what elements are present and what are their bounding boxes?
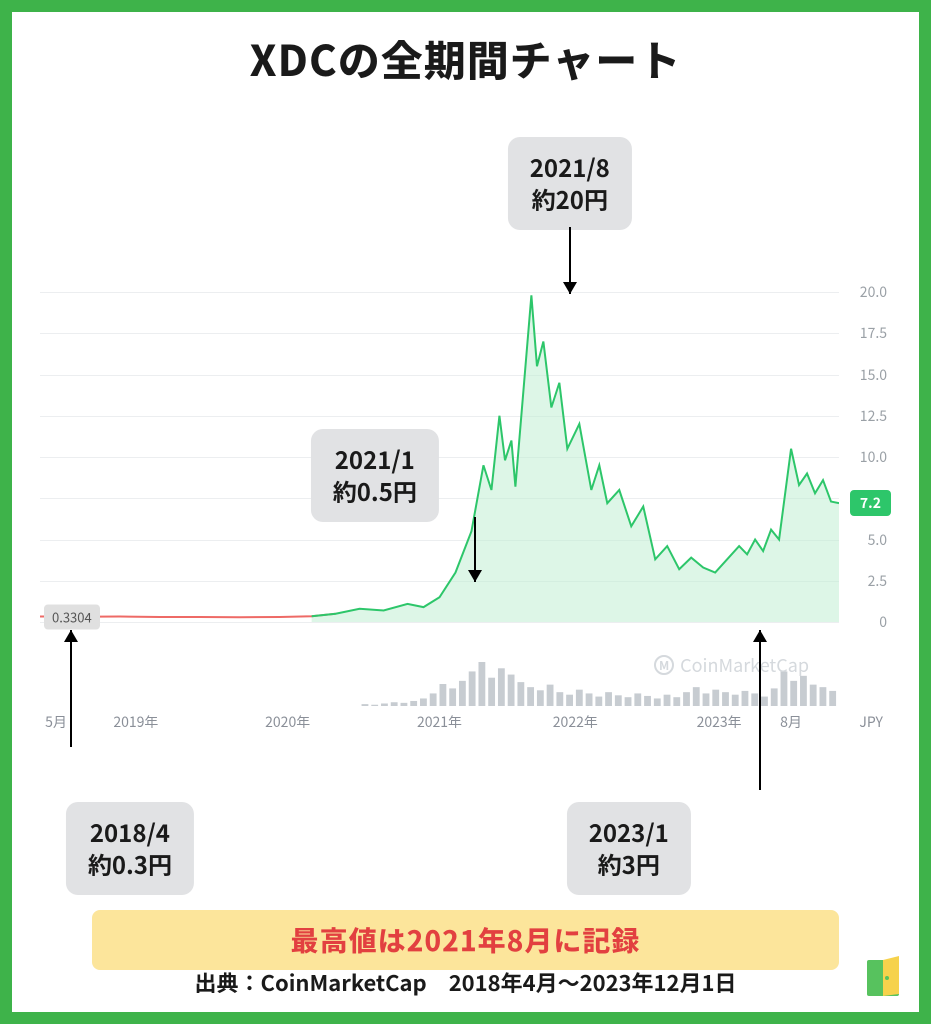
callout-start2021: 2021/1約0.5円	[311, 429, 439, 522]
callout-start2023: 2023/1約3円	[567, 802, 691, 895]
y-tick-label: 15.0	[843, 365, 887, 385]
x-tick-label: 2020年	[265, 712, 310, 732]
door-icon	[865, 954, 901, 998]
x-axis: 5月 2019年 2020年 2021年 2022年 2023年 8月	[40, 712, 839, 740]
x-tick-label: 2019年	[113, 712, 158, 732]
callout-date: 2018/4	[88, 816, 172, 848]
page-title: XDCの全期間チャート	[12, 28, 919, 89]
y-tick-label: 20.0	[843, 282, 887, 302]
y-tick-label: 0	[843, 612, 887, 632]
x-tick-label: 2023年	[697, 712, 742, 732]
x-tick-label: 8月	[780, 712, 802, 732]
x-tick-label: 2022年	[553, 712, 598, 732]
plot-area: 0.3304	[40, 292, 839, 622]
x-tick-label: 2021年	[417, 712, 462, 732]
callout-date: 2023/1	[589, 816, 669, 848]
currency-label: JPY	[859, 712, 883, 732]
callout-value: 約0.5円	[333, 475, 417, 507]
y-tick-label: 12.5	[843, 406, 887, 426]
coinmarketcap-icon: M	[654, 655, 674, 675]
chart-area: 0.3304 02.55.07.510.012.515.017.520.0 7.…	[40, 292, 891, 622]
current-value: 7.2	[860, 493, 881, 513]
callout-start2018: 2018/4約0.3円	[66, 802, 194, 895]
open-value: 0.3304	[52, 607, 92, 626]
current-value-pill: 7.2	[850, 490, 891, 516]
callout-value: 約3円	[589, 848, 669, 880]
callout-arrow	[759, 630, 761, 790]
callout-date: 2021/8	[530, 151, 610, 183]
callout-date: 2021/1	[333, 443, 417, 475]
callout-arrow	[569, 227, 571, 294]
infographic-frame: XDCの全期間チャート 0.3304 02.55.07.510.012.515.…	[0, 0, 931, 1024]
open-value-pill: 0.3304	[44, 604, 100, 629]
price-line-chart	[40, 292, 839, 622]
callout-arrow	[70, 630, 72, 747]
callout-value: 約20円	[530, 183, 610, 215]
watermark: M CoinMarketCap	[654, 652, 809, 678]
y-tick-label: 10.0	[843, 447, 887, 467]
callout-arrow	[474, 517, 476, 582]
y-axis: 02.55.07.510.012.515.017.520.0	[843, 292, 891, 622]
source-caption: 出典：CoinMarketCap 2018年4月〜2023年12月1日	[12, 966, 919, 998]
y-tick-label: 17.5	[843, 323, 887, 343]
x-tick-label: 5月	[45, 712, 67, 732]
summary-banner: 最高値は2021年8月に記録	[92, 910, 839, 970]
y-tick-label: 2.5	[843, 571, 887, 591]
watermark-text: CoinMarketCap	[680, 652, 809, 678]
y-tick-label: 5.0	[843, 530, 887, 550]
summary-text: 最高値は2021年8月に記録	[291, 920, 641, 960]
callout-value: 約0.3円	[88, 848, 172, 880]
callout-peak: 2021/8約20円	[508, 137, 632, 230]
